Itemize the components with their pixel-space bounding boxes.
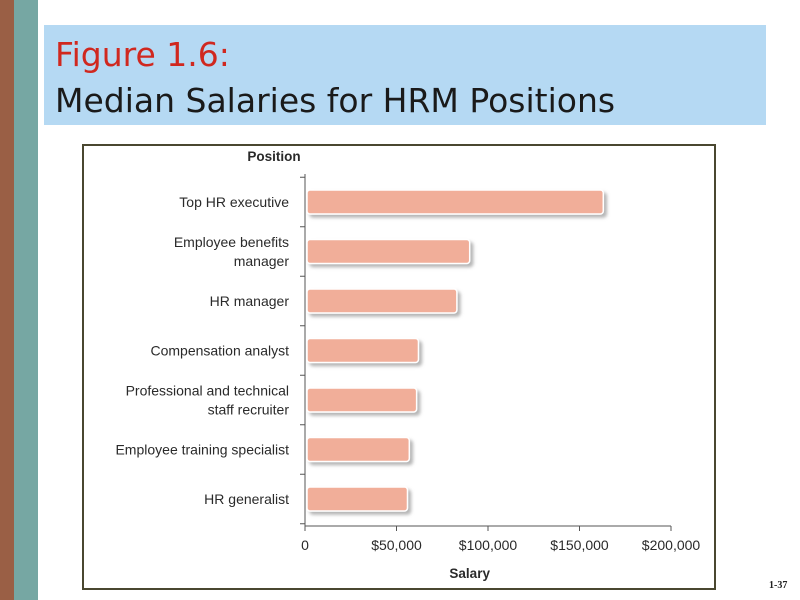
bar (306, 387, 418, 413)
x-tick-label: $200,000 (642, 537, 701, 553)
bar (306, 238, 471, 265)
slide-title-figure-number: Figure 1.6: (55, 35, 230, 74)
category-label: HR generalist (204, 491, 289, 507)
category-label: HR manager (210, 293, 290, 309)
slide-title-text: Median Salaries for HRM Positions (55, 81, 616, 120)
bar (306, 337, 420, 364)
left-decor-strip-brown (0, 0, 14, 600)
left-decor-strip-teal (14, 0, 38, 600)
category-label: manager (234, 253, 290, 269)
bar (306, 436, 411, 463)
x-tick-label: $50,000 (371, 537, 422, 553)
bar (306, 486, 409, 512)
bar (306, 189, 605, 215)
x-axis-title: Salary (449, 566, 490, 581)
x-tick-label: 0 (301, 537, 309, 553)
bar (306, 288, 458, 314)
category-label: Employee benefits (174, 234, 289, 250)
category-label: Compensation analyst (150, 343, 289, 359)
slide-title-box: Figure 1.6: Median Salaries for HRM Posi… (44, 25, 766, 125)
page-number: 1-37 (769, 580, 788, 591)
salary-bar-chart: 0 $50,000 $100,000 $150,000 $200,000 Position… (115, 149, 701, 581)
x-tick-label: $100,000 (459, 537, 518, 553)
category-label: Professional and technical (126, 383, 289, 399)
x-tick-label: $150,000 (550, 537, 609, 553)
category-label: Top HR executive (179, 194, 289, 210)
y-axis-title: Position (247, 149, 300, 164)
category-label: staff recruiter (208, 402, 290, 418)
category-label: Employee training specialist (115, 442, 289, 458)
chart-frame: 0 $50,000 $100,000 $150,000 $200,000 Position… (82, 144, 716, 590)
